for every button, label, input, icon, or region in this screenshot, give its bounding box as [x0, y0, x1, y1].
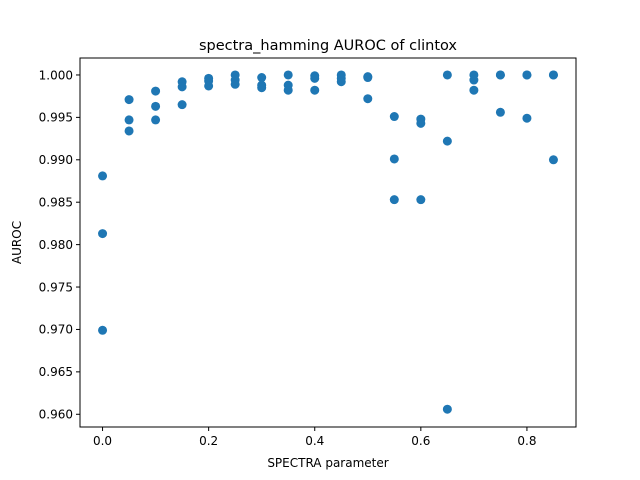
data-point	[310, 73, 320, 83]
data-point	[469, 75, 479, 85]
data-point	[442, 404, 452, 414]
data-point	[151, 86, 161, 96]
data-point	[230, 79, 240, 89]
y-tick-label: 0.995	[39, 111, 73, 125]
data-point	[124, 95, 134, 105]
data-point	[124, 126, 134, 136]
x-tick-label: 0.8	[517, 434, 536, 448]
data-point	[522, 113, 532, 123]
data-point	[442, 70, 452, 80]
data-point	[257, 73, 267, 83]
y-tick-label: 0.990	[39, 153, 73, 167]
x-axis-label: SPECTRA parameter	[267, 456, 388, 470]
data-point	[495, 107, 505, 117]
y-tick-label: 0.965	[39, 365, 73, 379]
chart-title: spectra_hamming AUROC of clintox	[199, 38, 457, 54]
y-tick-label: 0.975	[39, 280, 73, 294]
x-tick-label: 0.6	[411, 434, 430, 448]
data-point	[495, 70, 505, 80]
data-points	[98, 70, 558, 414]
y-tick-label: 0.980	[39, 238, 73, 252]
y-tick-label: 1.000	[39, 68, 73, 82]
data-point	[283, 85, 293, 95]
data-point	[548, 70, 558, 80]
x-tick-label: 0.2	[199, 434, 218, 448]
data-point	[336, 77, 346, 87]
data-point	[363, 73, 373, 83]
y-tick-label: 0.960	[39, 408, 73, 422]
data-point	[442, 136, 452, 146]
data-point	[363, 94, 373, 104]
data-point	[522, 70, 532, 80]
data-point	[283, 70, 293, 80]
data-point	[98, 229, 108, 239]
data-point	[310, 85, 320, 95]
data-point	[548, 155, 558, 165]
y-tick-label: 0.985	[39, 196, 73, 210]
data-point	[389, 195, 399, 205]
y-tick-label: 0.970	[39, 323, 73, 337]
x-tick-label: 0.0	[93, 434, 112, 448]
data-point	[389, 154, 399, 164]
data-point	[469, 85, 479, 95]
plot-background	[80, 58, 576, 427]
data-point	[124, 115, 134, 125]
y-axis: 0.960 0.965 0.970 0.975 0.980 0.985 0.990 0.995…	[39, 68, 80, 422]
data-point	[177, 82, 187, 92]
plot-area	[80, 58, 576, 427]
data-point	[416, 195, 426, 205]
data-point	[177, 100, 187, 110]
data-point	[416, 118, 426, 128]
data-point	[389, 112, 399, 122]
data-point	[98, 171, 108, 181]
x-axis: 0.0 0.2 0.4 0.6 0.8	[93, 427, 536, 448]
x-tick-label: 0.4	[305, 434, 324, 448]
data-point	[98, 325, 108, 335]
data-point	[151, 101, 161, 111]
y-axis-label: AUROC	[10, 221, 24, 264]
data-point	[257, 83, 267, 93]
plot-frame	[79, 57, 577, 428]
data-point	[204, 81, 214, 91]
data-point	[151, 115, 161, 125]
